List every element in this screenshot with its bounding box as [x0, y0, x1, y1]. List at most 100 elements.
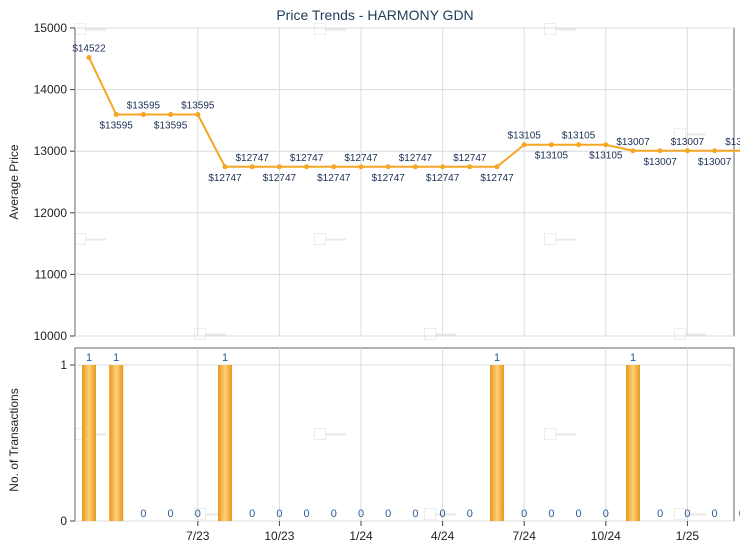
- transaction-count-label: 0: [657, 508, 663, 520]
- watermark-mark: □—: [544, 18, 576, 40]
- transaction-count-label: 0: [249, 508, 255, 520]
- price-point: [168, 112, 174, 118]
- price-point: [358, 164, 364, 170]
- price-point: [630, 148, 636, 154]
- price-data-label: $12747: [344, 153, 378, 164]
- price-data-label: $13595: [100, 121, 134, 132]
- watermark-mark: □—: [544, 423, 576, 445]
- price-point: [304, 164, 310, 170]
- price-point: [576, 142, 582, 148]
- x-tick-label: 10/23: [264, 529, 294, 543]
- watermark-mark: □—: [314, 18, 346, 40]
- transaction-count-label: 0: [440, 508, 446, 520]
- price-grid: [75, 27, 734, 337]
- price-data-label: $12747: [290, 153, 324, 164]
- price-y-tick-label: 15000: [34, 21, 68, 35]
- price-point: [548, 142, 554, 148]
- transaction-count-label: 0: [712, 508, 718, 520]
- price-point: [467, 164, 473, 170]
- price-data-label: $12747: [399, 153, 433, 164]
- price-data-label: $12747: [317, 173, 351, 184]
- transactions-y-tick-label: 1: [60, 358, 67, 372]
- x-tick-label: 7/23: [186, 529, 210, 543]
- price-data-label: $13007: [698, 157, 732, 168]
- price-y-axis-label: Average Price: [7, 144, 21, 219]
- transaction-count-label: 1: [494, 352, 500, 364]
- price-data-label: $12747: [263, 173, 297, 184]
- transaction-count-label: 0: [739, 508, 740, 520]
- price-data-label: $12747: [453, 153, 487, 164]
- transaction-count-label: 0: [412, 508, 418, 520]
- watermark-mark: □—: [314, 423, 346, 445]
- price-point: [657, 148, 663, 154]
- watermark-mark: □—: [424, 323, 456, 345]
- transaction-bar: [490, 365, 504, 521]
- price-data-label: $13105: [535, 151, 569, 162]
- price-data-label: $12747: [426, 173, 460, 184]
- price-data-label: $12747: [208, 173, 242, 184]
- transaction-count-label: 1: [630, 352, 636, 364]
- transaction-bar: [82, 365, 96, 521]
- x-tick-label: 10/24: [591, 529, 621, 543]
- price-point: [276, 164, 282, 170]
- transaction-count-label: 0: [358, 508, 364, 520]
- transaction-bar: [109, 365, 124, 521]
- price-data-label: $13007: [725, 137, 740, 148]
- transaction-bar: [626, 365, 640, 521]
- price-data-label: $13595: [154, 121, 188, 132]
- transaction-count-label: 0: [548, 508, 554, 520]
- watermark-mark: □—: [314, 228, 346, 250]
- price-data-label: $12747: [372, 173, 406, 184]
- price-data-label: $13595: [181, 101, 215, 112]
- transactions-y-ticks: 01: [60, 358, 75, 528]
- watermark-mark: □—: [674, 503, 706, 525]
- x-tick-label: 7/24: [513, 529, 537, 543]
- transaction-count-label: 0: [195, 508, 201, 520]
- price-point: [684, 148, 690, 154]
- transaction-count-label: 0: [576, 508, 582, 520]
- price-point: [440, 164, 446, 170]
- price-data-label: $13105: [508, 131, 542, 142]
- price-data-label: $12747: [480, 173, 514, 184]
- watermark-mark: □—: [674, 123, 706, 145]
- x-tick-label: 1/25: [676, 529, 700, 543]
- price-y-tick-label: 12000: [34, 206, 68, 220]
- price-data-label: $14522: [72, 43, 106, 54]
- watermark-mark: □—: [424, 503, 456, 525]
- transactions-y-tick-label: 0: [60, 514, 67, 528]
- chart-title: Price Trends - HARMONY GDN: [276, 7, 473, 23]
- price-data-label: $13595: [127, 101, 161, 112]
- price-data-label: $13105: [562, 131, 596, 142]
- watermark-mark: □—: [674, 323, 706, 345]
- price-point: [603, 142, 609, 148]
- price-point: [412, 164, 418, 170]
- transactions-grid: [75, 348, 734, 522]
- watermark: □—□—□—□—□—□—□—□—□—□—□—□—□—□—□—□—: [74, 18, 706, 525]
- x-tick-label: 1/24: [349, 529, 373, 543]
- transactions-series: 11000100000000010000100000: [82, 352, 740, 521]
- price-y-tick-label: 13000: [34, 144, 68, 158]
- price-y-tick-label: 14000: [34, 83, 68, 97]
- transaction-count-label: 0: [521, 508, 527, 520]
- transaction-count-label: 0: [140, 508, 146, 520]
- price-data-label: $13007: [616, 137, 650, 148]
- price-data-label: $13105: [589, 151, 623, 162]
- price-data-label: $13007: [671, 137, 705, 148]
- transaction-count-label: 0: [304, 508, 310, 520]
- price-point: [249, 164, 255, 170]
- price-data-label: $12747: [236, 153, 270, 164]
- price-point: [140, 112, 146, 118]
- price-y-tick-label: 10000: [34, 329, 68, 343]
- transaction-count-label: 0: [684, 508, 690, 520]
- transaction-count-label: 1: [113, 352, 119, 364]
- watermark-mark: □—: [544, 228, 576, 250]
- price-data-label: $13007: [644, 157, 678, 168]
- transaction-bar: [218, 365, 232, 521]
- transaction-count-label: 1: [86, 352, 92, 364]
- transaction-count-label: 0: [385, 508, 391, 520]
- transaction-count-label: 0: [603, 508, 609, 520]
- transaction-count-label: 0: [276, 508, 282, 520]
